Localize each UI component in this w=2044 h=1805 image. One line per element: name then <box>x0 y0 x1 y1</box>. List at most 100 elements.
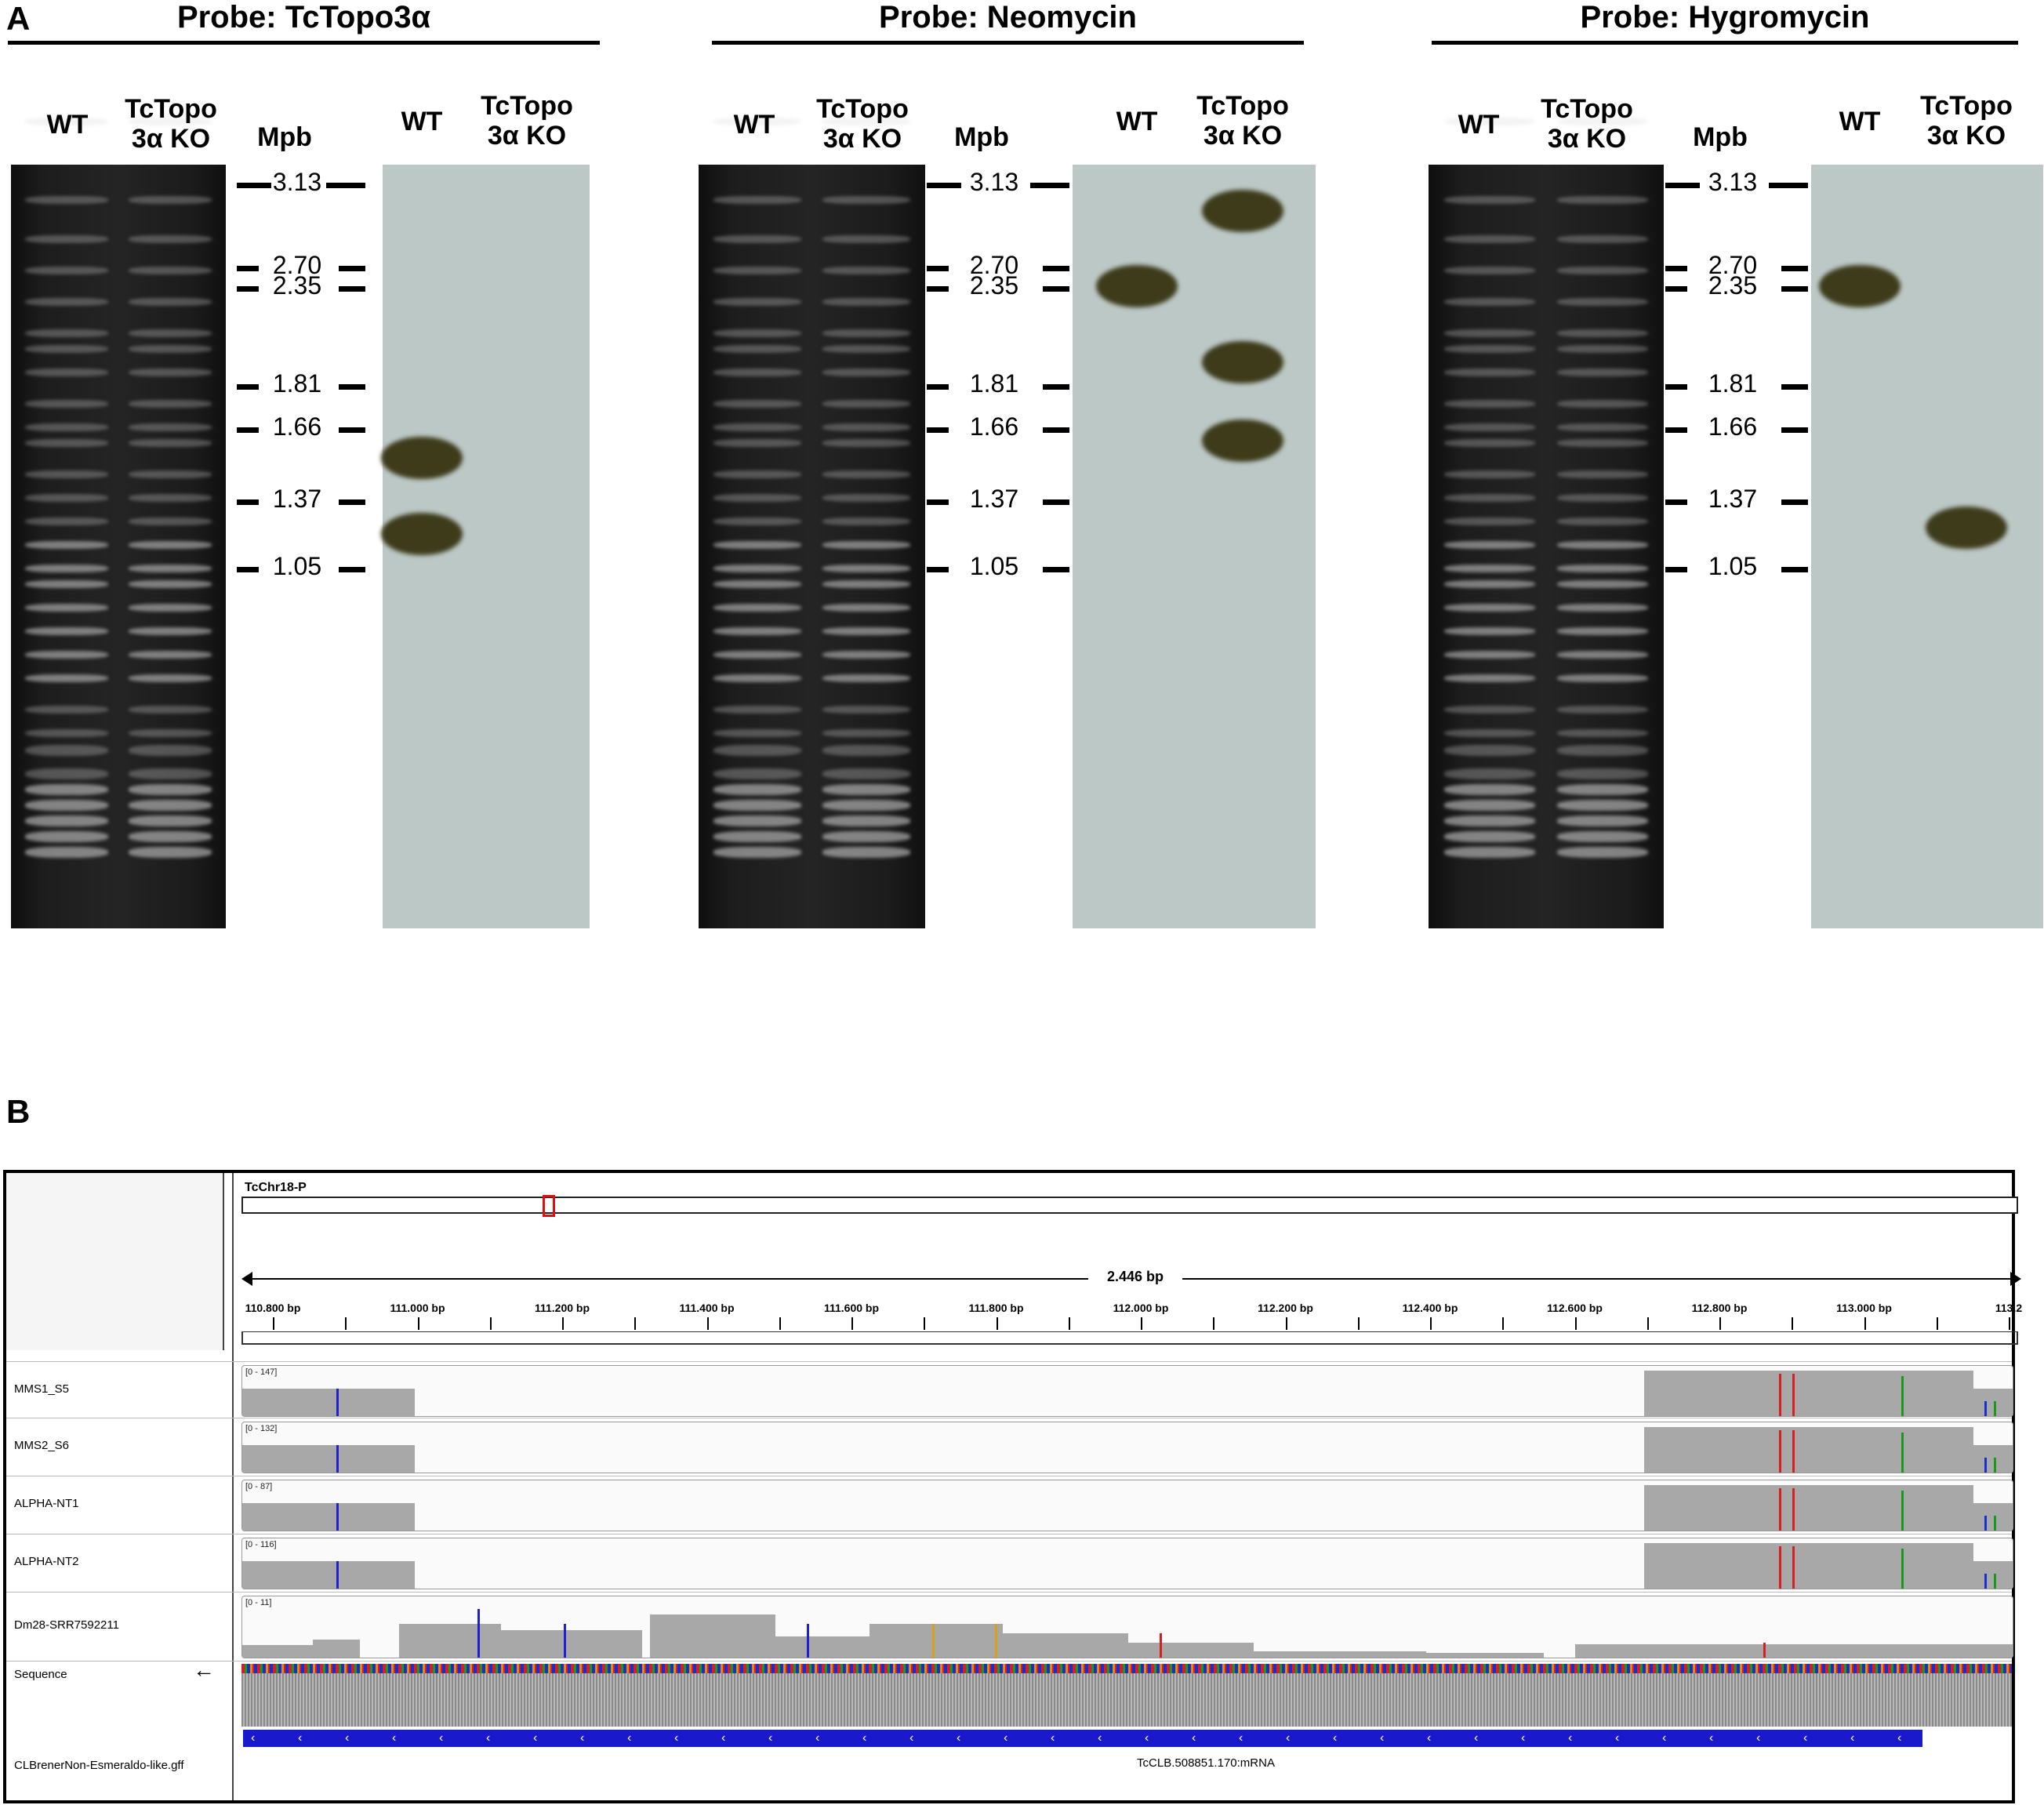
gel-band <box>713 541 802 549</box>
marker-size-label: 3.13 <box>1708 168 1758 196</box>
strand-chevron-icon: ‹ <box>1709 1731 1714 1745</box>
bp-tick-label: 111.200 bp <box>534 1302 590 1314</box>
gel-band <box>822 815 910 826</box>
bp-tick-mark <box>1936 1317 1938 1330</box>
gel-band <box>128 706 212 714</box>
coverage-plot[interactable]: [0 - 87] <box>241 1480 2013 1531</box>
gel-band <box>25 267 109 274</box>
gel-band <box>713 627 802 635</box>
track-name[interactable]: ALPHA-NT2 <box>14 1555 79 1568</box>
gel-band <box>1443 565 1536 572</box>
coverage-plot[interactable]: [0 - 147] <box>241 1365 2013 1417</box>
marker-tick-left <box>237 499 259 505</box>
gel-band <box>713 847 802 858</box>
coverage-block <box>242 1388 415 1416</box>
strand-chevron-icon: ‹ <box>1239 1731 1243 1745</box>
coverage-block <box>1973 1502 2013 1531</box>
strand-chevron-icon: ‹ <box>1803 1731 1808 1745</box>
mismatch-marker <box>1779 1545 1781 1589</box>
gel-lane <box>1551 118 1654 928</box>
coverage-block <box>313 1639 360 1658</box>
gel-lane-label-wt: WT <box>733 110 775 140</box>
gel-band <box>822 494 910 502</box>
current-locus-box[interactable] <box>543 1195 555 1217</box>
strand-chevron-icon: ‹ <box>1333 1731 1338 1745</box>
marker-size-label: 1.66 <box>969 412 1019 441</box>
gel-band <box>822 235 910 243</box>
gel-band <box>1443 706 1536 714</box>
gel-band <box>128 439 212 447</box>
marker-tick-right <box>1043 567 1069 572</box>
gel-band <box>822 439 910 447</box>
gel-band <box>1556 729 1649 737</box>
gel-band <box>822 651 910 659</box>
blot-lane-label-wt: WT <box>1116 107 1158 136</box>
gel-band <box>25 369 109 376</box>
probe-title: Probe: Neomycin <box>879 0 1137 35</box>
gel-band <box>25 541 109 549</box>
strand-chevron-icon: ‹ <box>439 1731 444 1745</box>
strand-arrow-icon[interactable]: ← <box>193 1658 215 1682</box>
track-name[interactable]: ALPHA-NT1 <box>14 1497 79 1510</box>
gel-band <box>822 329 910 337</box>
marker-tick-left <box>927 384 949 390</box>
gene-feature[interactable]: ‹ ‹ ‹ ‹ ‹ ‹ ‹ ‹ ‹ ‹ ‹ ‹ ‹ ‹ ‹ ‹ ‹ ‹ ‹ ‹ ‹ ‹ ‹ ‹ ‹ ‹ ‹ ‹ ‹ ‹ ‹ ‹ ‹ ‹ ‹ ‹ <box>243 1730 1922 1747</box>
marker-size-label: 2.35 <box>1708 271 1758 300</box>
chromosome-ideogram[interactable] <box>241 1195 2018 1217</box>
coverage-plot[interactable]: [0 - 11] <box>241 1596 2013 1658</box>
strand-chevron-icon: ‹ <box>486 1731 491 1745</box>
marker-tick-right <box>1781 266 1808 271</box>
blot-lane-label-ko: TcTopo 3α KO <box>1196 91 1289 151</box>
gel-lane <box>122 118 217 928</box>
gel-band <box>1443 541 1536 549</box>
coverage-block <box>1254 1651 1426 1658</box>
strand-chevron-icon: ‹ <box>1051 1731 1055 1745</box>
gel-band <box>1556 847 1649 858</box>
track-name[interactable]: Dm28-SRR7592211 <box>14 1618 119 1632</box>
coverage-plot[interactable]: [0 - 116] <box>241 1538 2013 1589</box>
gel-band <box>713 118 802 125</box>
coverage-plot[interactable]: [0 - 132] <box>241 1422 2013 1473</box>
marker-tick-left <box>237 183 271 188</box>
igv-divider[interactable] <box>232 1173 234 1800</box>
gene-feature-label: TcCLB.508851.170:mRNA <box>1137 1756 1275 1770</box>
gel-band <box>1443 831 1536 842</box>
gel-band <box>25 580 109 588</box>
mismatch-marker <box>1984 1400 1987 1416</box>
panel-b-letter: B <box>6 1093 31 1130</box>
gel-band <box>128 815 212 826</box>
track-name[interactable]: MMS1_S5 <box>14 1382 70 1396</box>
gel-band <box>822 800 910 811</box>
marker-tick-right <box>1769 183 1808 188</box>
marker-tick-left <box>927 183 961 188</box>
gel-band <box>713 196 802 204</box>
span-length-label: 2.446 bp <box>1088 1269 1182 1285</box>
gel-band <box>25 604 109 612</box>
gel-band <box>128 651 212 659</box>
mismatch-marker <box>1984 1515 1987 1531</box>
gel-band <box>713 423 802 431</box>
southern-blot <box>381 165 590 928</box>
marker-size-label: 1.81 <box>969 369 1019 398</box>
sequence-track-name[interactable]: Sequence <box>14 1668 67 1681</box>
chromosome-name[interactable]: TcChr18-P <box>245 1181 307 1194</box>
strand-chevron-icon: ‹ <box>392 1731 397 1745</box>
hybridization-signal <box>1096 265 1178 308</box>
annotation-track-name[interactable]: CLBrenerNon-Esmeraldo-like.gff <box>14 1759 184 1772</box>
strand-chevron-icon: ‹ <box>1427 1731 1432 1745</box>
strand-chevron-icon: ‹ <box>251 1731 256 1745</box>
marker-tick-right <box>339 384 365 390</box>
bp-tick-mark <box>1213 1317 1214 1330</box>
gel-band <box>1443 470 1536 478</box>
marker-tick-left <box>1665 266 1687 271</box>
track-name[interactable]: MMS2_S6 <box>14 1439 70 1452</box>
data-range-label: [0 - 116] <box>245 1540 277 1549</box>
gel-band <box>128 674 212 682</box>
gel-band <box>822 831 910 842</box>
strand-chevron-icon: ‹ <box>768 1731 773 1745</box>
gel-band <box>713 345 802 353</box>
gel-band <box>1556 831 1649 842</box>
hybridization-signal <box>1926 507 2007 550</box>
gel-band <box>128 196 212 204</box>
mismatch-marker <box>1984 1457 1987 1473</box>
